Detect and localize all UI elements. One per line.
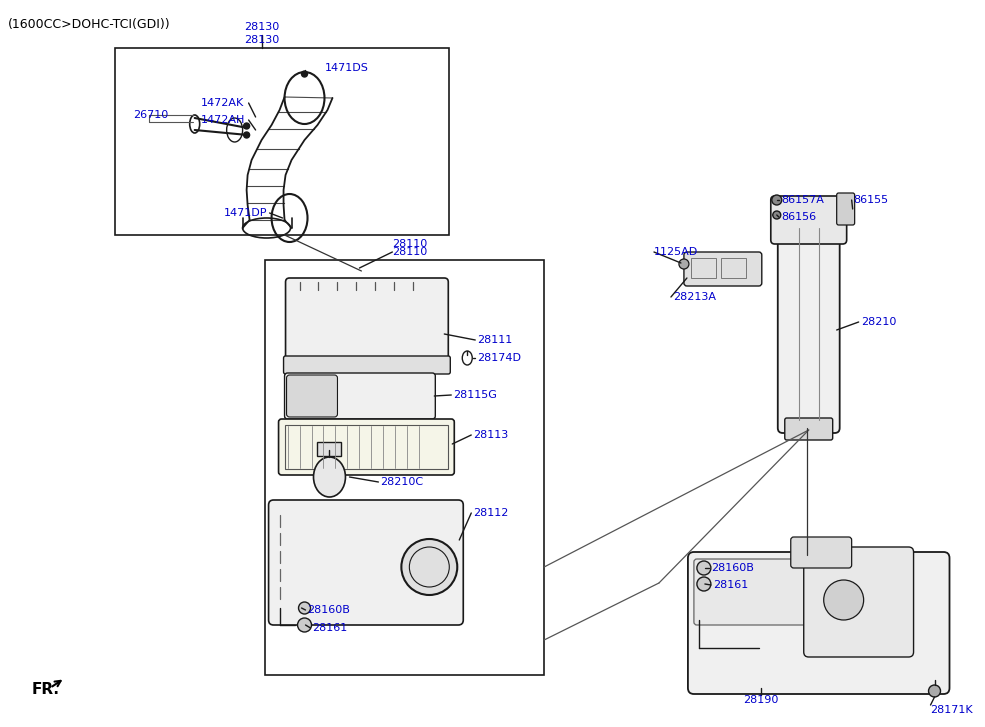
- FancyBboxPatch shape: [269, 500, 463, 625]
- Text: 28112: 28112: [473, 508, 508, 518]
- Ellipse shape: [697, 561, 711, 575]
- Text: 28130: 28130: [244, 35, 279, 45]
- Text: 28161: 28161: [713, 580, 749, 590]
- Text: 28110: 28110: [392, 247, 427, 257]
- Text: 28160B: 28160B: [307, 605, 351, 615]
- FancyBboxPatch shape: [778, 223, 839, 433]
- FancyBboxPatch shape: [693, 559, 810, 625]
- Text: 28171K: 28171K: [931, 705, 973, 715]
- FancyBboxPatch shape: [286, 278, 448, 366]
- Text: 28213A: 28213A: [673, 292, 716, 302]
- Ellipse shape: [401, 539, 457, 595]
- Ellipse shape: [313, 457, 346, 497]
- Text: 28210C: 28210C: [380, 477, 424, 487]
- FancyBboxPatch shape: [284, 356, 450, 374]
- FancyBboxPatch shape: [771, 196, 847, 244]
- Text: 86155: 86155: [854, 195, 888, 205]
- Bar: [285, 425, 448, 469]
- Text: 1472AH: 1472AH: [201, 115, 245, 125]
- Text: 28115G: 28115G: [453, 390, 497, 400]
- FancyBboxPatch shape: [688, 552, 950, 694]
- Text: 28174D: 28174D: [478, 353, 521, 363]
- Text: 28113: 28113: [473, 430, 508, 440]
- Text: 28161: 28161: [312, 623, 348, 633]
- Text: 1471DS: 1471DS: [324, 63, 368, 73]
- Text: 1472AK: 1472AK: [201, 98, 244, 108]
- Text: 1125AD: 1125AD: [654, 247, 698, 257]
- Text: FR.: FR.: [32, 683, 60, 697]
- Text: 1471DP: 1471DP: [224, 208, 267, 218]
- FancyBboxPatch shape: [791, 537, 852, 568]
- Bar: [115, 48, 449, 235]
- FancyBboxPatch shape: [804, 547, 913, 657]
- Ellipse shape: [773, 211, 781, 219]
- Bar: [265, 260, 544, 675]
- Ellipse shape: [298, 602, 310, 614]
- FancyBboxPatch shape: [279, 419, 454, 475]
- Ellipse shape: [243, 123, 249, 129]
- Text: 86156: 86156: [781, 212, 816, 222]
- Bar: [690, 258, 716, 278]
- Ellipse shape: [243, 132, 249, 138]
- Text: 28190: 28190: [743, 695, 778, 705]
- Text: 28111: 28111: [478, 335, 512, 345]
- Ellipse shape: [697, 577, 711, 591]
- FancyBboxPatch shape: [836, 193, 855, 225]
- FancyBboxPatch shape: [684, 252, 761, 286]
- FancyBboxPatch shape: [785, 418, 832, 440]
- Text: 26710: 26710: [133, 110, 168, 120]
- Text: 28160B: 28160B: [711, 563, 754, 573]
- Text: 28130: 28130: [244, 22, 279, 32]
- Bar: [317, 442, 342, 456]
- Ellipse shape: [929, 685, 941, 697]
- Ellipse shape: [772, 195, 782, 205]
- Text: (1600CC>DOHC-TCI(GDI)): (1600CC>DOHC-TCI(GDI)): [8, 18, 170, 31]
- Text: 86157A: 86157A: [781, 195, 823, 205]
- Ellipse shape: [679, 259, 689, 269]
- FancyBboxPatch shape: [285, 373, 435, 419]
- Ellipse shape: [297, 618, 311, 632]
- Text: 28210: 28210: [861, 317, 896, 327]
- Bar: [721, 258, 746, 278]
- Ellipse shape: [823, 580, 864, 620]
- Ellipse shape: [301, 71, 307, 77]
- Text: 28110: 28110: [392, 239, 427, 249]
- FancyBboxPatch shape: [287, 375, 338, 417]
